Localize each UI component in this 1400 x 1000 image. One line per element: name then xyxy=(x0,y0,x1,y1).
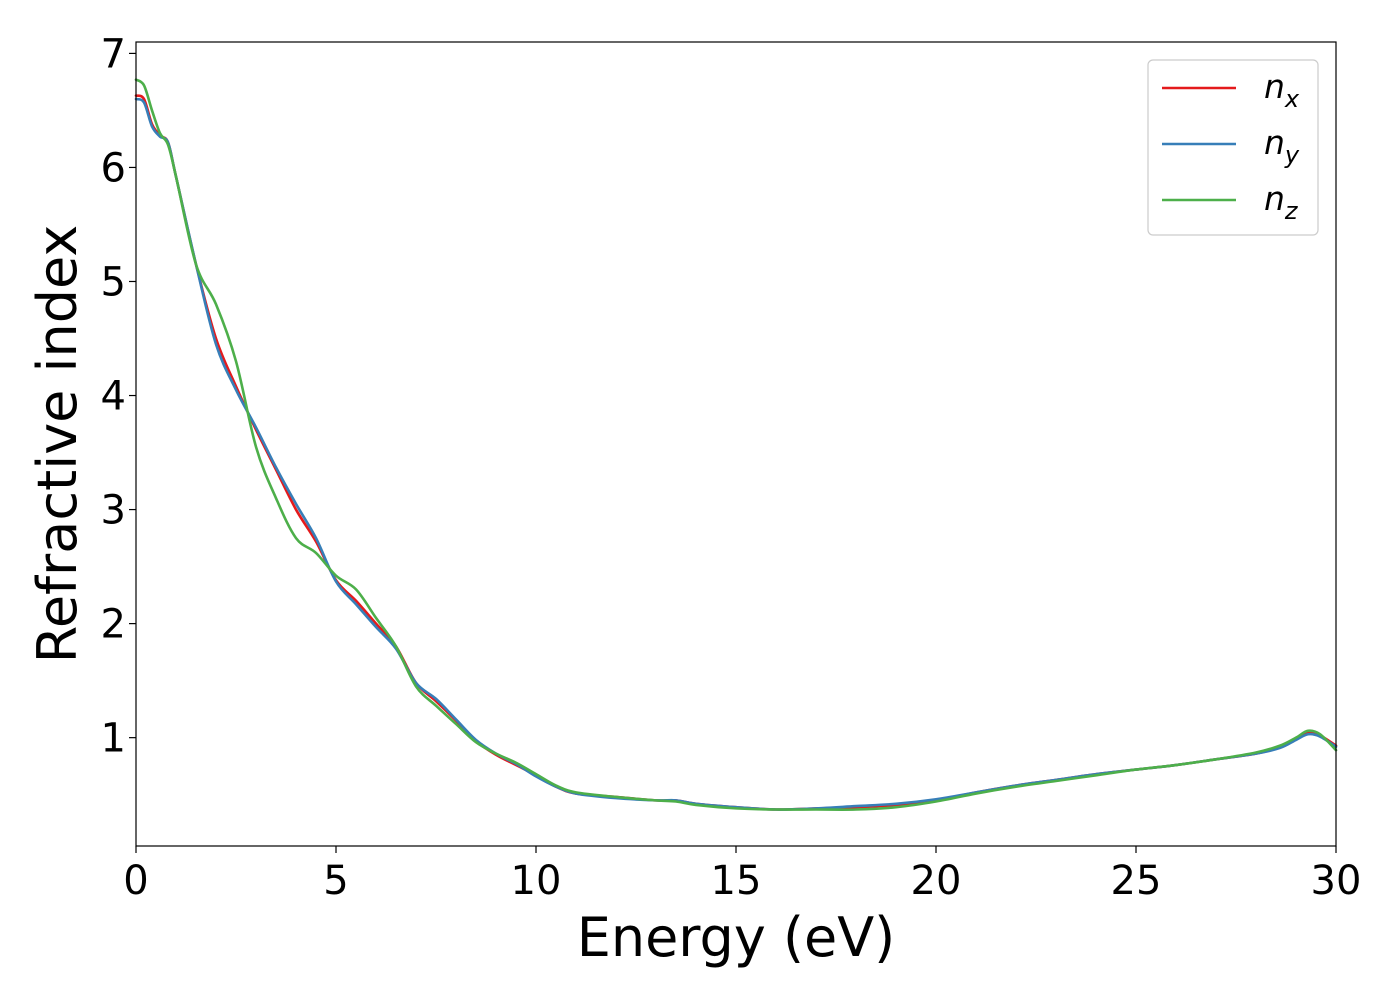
legend-box xyxy=(1147,59,1319,236)
x-tick-label: 25 xyxy=(1111,858,1162,904)
x-tick-label: 10 xyxy=(511,858,562,904)
y-tick-label: 4 xyxy=(101,374,126,420)
y-tick-label: 6 xyxy=(101,145,126,191)
y-tick-label: 1 xyxy=(101,716,126,762)
y-tick-label: 5 xyxy=(101,259,126,305)
x-tick-label: 0 xyxy=(123,858,148,904)
y-tick-label: 3 xyxy=(101,488,126,534)
x-axis-ticks: 0 5 10 15 20 25 30 xyxy=(123,846,1361,904)
y-tick-label: 2 xyxy=(101,602,126,648)
y-tick-label: 7 xyxy=(101,31,126,77)
x-tick-label: 15 xyxy=(711,858,762,904)
x-axis-title: Energy (eV) xyxy=(577,906,896,969)
y-axis-ticks: 1 2 3 4 5 6 7 xyxy=(101,31,136,762)
x-tick-label: 30 xyxy=(1311,858,1362,904)
series-line-nz xyxy=(134,78,1338,811)
series-layer xyxy=(134,78,1338,811)
y-axis-title: Refractive index xyxy=(26,225,89,664)
x-tick-label: 5 xyxy=(323,858,348,904)
x-tick-label: 20 xyxy=(911,858,962,904)
